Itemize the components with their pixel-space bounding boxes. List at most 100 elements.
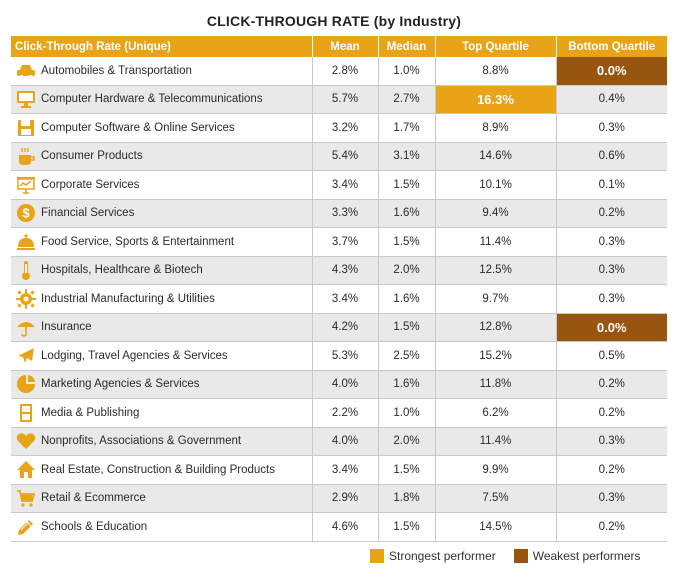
industry-label: Food Service, Sports & Entertainment (41, 235, 235, 248)
bottom-quartile-cell: 0.4% (556, 85, 667, 114)
median-cell: 1.6% (378, 370, 436, 399)
median-cell: 1.7% (378, 113, 436, 143)
bottom-quartile-cell: 0.3% (556, 284, 667, 314)
median-cell: 1.5% (378, 455, 436, 485)
table-row: Media & Publishing 2.2% 1.0% 6.2% 0.2% (11, 398, 667, 428)
bottom-quartile-cell: 0.2% (556, 398, 667, 428)
mean-cell: 3.7% (312, 227, 379, 257)
mean-cell: 4.6% (312, 512, 379, 542)
top-quartile-cell: 15.2% (435, 341, 557, 371)
top-quartile-cell: 11.4% (435, 227, 557, 257)
industry-cell: Media & Publishing (11, 398, 313, 428)
legend-strongest: Strongest performer (370, 549, 496, 563)
top-quartile-cell: 6.2% (435, 398, 557, 428)
table-row: Industrial Manufacturing & Utilities 3.4%… (11, 284, 667, 314)
median-cell: 2.7% (378, 85, 436, 114)
table-row: Schools & Education 4.6% 1.5% 14.5% 0.2% (11, 512, 667, 542)
median-cell: 2.0% (378, 256, 436, 285)
legend-weakest: Weakest performers (513, 549, 641, 563)
bottom-quartile-cell: 0.2% (556, 199, 667, 228)
median-cell: 2.5% (378, 341, 436, 371)
industry-label: Retail & Ecommerce (41, 492, 146, 505)
mean-cell: 2.8% (312, 57, 379, 86)
table-header-row: Click-Through Rate (Unique) Mean Median … (11, 36, 667, 57)
top-quartile-cell: 7.5% (435, 484, 557, 513)
top-quartile-cell: 9.9% (435, 455, 557, 485)
industry-label: Nonprofits, Associations & Government (41, 435, 242, 448)
header-top-quartile: Top Quartile (435, 36, 557, 57)
median-cell: 1.5% (378, 313, 436, 342)
industry-cell: Nonprofits, Associations & Government (11, 427, 313, 456)
industry-label: Media & Publishing (41, 406, 140, 419)
industry-cell: Schools & Education (11, 512, 313, 542)
top-quartile-cell: 14.6% (435, 142, 557, 171)
bottom-quartile-cell: 0.2% (556, 455, 667, 485)
industry-label: Hospitals, Healthcare & Biotech (41, 264, 203, 277)
floppy-icon (18, 119, 34, 136)
table-row: Corporate Services 3.4% 1.5% 10.1% 0.1% (11, 170, 667, 200)
industry-cell: Computer Hardware & Telecommunications (11, 85, 313, 114)
industry-label: Schools & Education (41, 520, 148, 533)
industry-cell: Hospitals, Healthcare & Biotech (11, 256, 313, 285)
top-quartile-cell: 12.5% (435, 256, 557, 285)
bottom-quartile-cell: 0.6% (556, 142, 667, 171)
bottom-quartile-cell: 0.2% (556, 370, 667, 399)
mean-cell: 4.0% (312, 427, 379, 456)
median-cell: 1.0% (378, 57, 436, 86)
mean-cell: 3.2% (312, 113, 379, 143)
industry-label: Industrial Manufacturing & Utilities (41, 292, 215, 305)
table-row: Consumer Products 5.4% 3.1% 14.6% 0.6% (11, 142, 667, 171)
mean-cell: 5.7% (312, 85, 379, 114)
header-mean: Mean (312, 36, 379, 57)
industry-label: Automobiles & Transportation (41, 64, 192, 77)
median-cell: 2.0% (378, 427, 436, 456)
mean-cell: 2.9% (312, 484, 379, 513)
median-cell: 1.5% (378, 170, 436, 200)
header-industry: Click-Through Rate (Unique) (11, 36, 313, 57)
median-cell: 1.5% (378, 512, 436, 542)
mean-cell: 5.4% (312, 142, 379, 171)
thermometer-icon (22, 261, 30, 281)
table-row: $ Financial Services 3.3% 1.6% 9.4% 0.2% (11, 199, 667, 228)
monitor-icon (17, 91, 35, 109)
bottom-quartile-cell: 0.3% (556, 113, 667, 143)
chart-title: CLICK-THROUGH RATE (by Industry) (206, 13, 462, 29)
industry-cell: Industrial Manufacturing & Utilities (11, 284, 313, 314)
industry-label: Marketing Agencies & Services (41, 378, 200, 391)
industry-cell: Automobiles & Transportation (11, 57, 313, 86)
table-row: Lodging, Travel Agencies & Services 5.3% 2… (11, 341, 667, 371)
table-row: Real Estate, Construction & Building Pro… (11, 455, 667, 485)
mean-cell: 4.3% (312, 256, 379, 285)
industry-cell: $ Financial Services (11, 199, 313, 228)
mean-cell: 3.4% (312, 170, 379, 200)
bottom-quartile-cell: 0.1% (556, 170, 667, 200)
presentation-icon (17, 176, 35, 194)
legend-label-strongest: Strongest performer (389, 549, 496, 563)
header-median: Median (378, 36, 436, 57)
mean-cell: 4.0% (312, 370, 379, 399)
mean-cell: 3.4% (312, 455, 379, 485)
top-quartile-cell: 14.5% (435, 512, 557, 542)
industry-cell: Marketing Agencies & Services (11, 370, 313, 399)
mean-cell: 3.3% (312, 199, 379, 228)
pencil-icon (18, 519, 33, 535)
industry-cell: Food Service, Sports & Entertainment (11, 227, 313, 257)
industry-label: Computer Hardware & Telecommunications (41, 93, 263, 106)
gear-icon (16, 288, 36, 309)
airplane-icon (18, 347, 34, 363)
top-quartile-cell: 16.3% (435, 85, 557, 114)
bottom-quartile-cell: 0.3% (556, 227, 667, 257)
table-row: Computer Software & Online Services 3.2% 1… (11, 113, 667, 143)
car-icon (17, 64, 35, 79)
industry-label: Computer Software & Online Services (41, 121, 235, 134)
bottom-quartile-cell: 0.3% (556, 256, 667, 285)
table-row: Nonprofits, Associations & Government 4.0… (11, 427, 667, 456)
mean-cell: 4.2% (312, 313, 379, 342)
top-quartile-cell: 11.8% (435, 370, 557, 399)
industry-cell: Computer Software & Online Services (11, 113, 313, 143)
bottom-quartile-cell: 0.3% (556, 484, 667, 513)
median-cell: 1.6% (378, 199, 436, 228)
industry-cell: Retail & Ecommerce (11, 484, 313, 513)
bottom-quartile-cell: 0.3% (556, 427, 667, 456)
industry-cell: Lodging, Travel Agencies & Services (11, 341, 313, 371)
